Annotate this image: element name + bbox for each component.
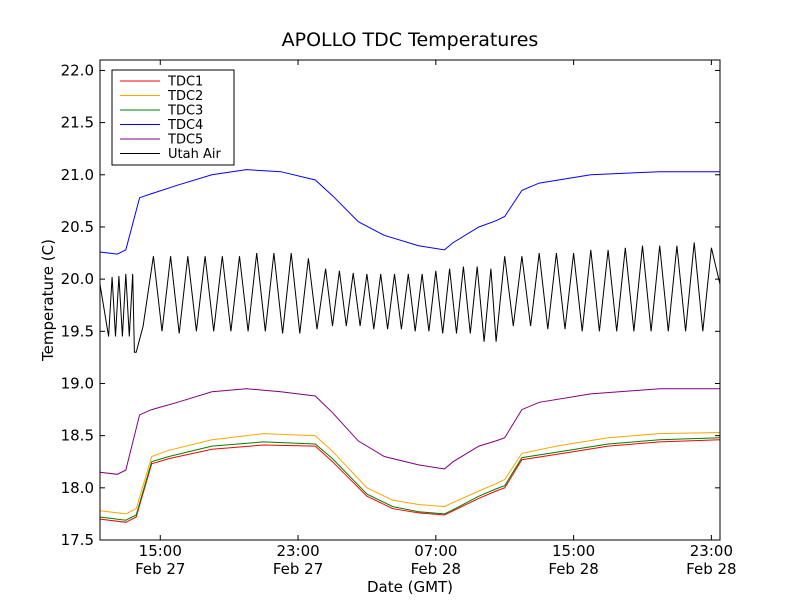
- series-layer: [99, 169, 721, 523]
- ticks-layer: 17.5 18.0 18.5 19.0 19.5 20.0 20.5 21.0 21.5 22.0…: [61, 60, 737, 578]
- chart-title: APOLLO TDC Temperatures: [282, 29, 539, 51]
- series-line-tdc5: [99, 388, 720, 475]
- y-tick-label: 22.0: [61, 61, 94, 79]
- x-tick-label-time: 23:00: [276, 542, 319, 560]
- y-tick-label: 19.0: [61, 374, 94, 392]
- series-line-tdc3: [99, 437, 721, 521]
- series-line-tdc1: [99, 439, 721, 523]
- plot-frame: [99, 59, 721, 541]
- x-tick-label-time: 23:00: [690, 542, 733, 560]
- legend-label: TDC4: [167, 118, 203, 133]
- x-tick-label-time: 07:00: [414, 542, 457, 560]
- y-tick-label: 21.5: [61, 114, 94, 132]
- y-tick-label: 19.5: [61, 322, 94, 340]
- y-tick-label: 21.0: [61, 166, 94, 184]
- legend-box: [111, 69, 235, 166]
- legend-label: Utah Air: [168, 147, 221, 162]
- y-tick-label: 20.0: [61, 270, 94, 288]
- series-line-tdc4: [99, 169, 720, 255]
- x-axis-label: Date (GMT): [367, 578, 453, 596]
- y-axis-label: Temperature (C): [39, 239, 57, 362]
- series-line-tdc2: [99, 432, 721, 515]
- y-tick-label: 17.5: [61, 531, 94, 549]
- legend-label: TDC2: [167, 89, 203, 104]
- x-tick-label-date: Feb 28: [686, 560, 736, 578]
- legend-label: TDC1: [167, 75, 203, 90]
- legend-label: TDC5: [167, 133, 203, 148]
- x-tick-label-date: Feb 27: [135, 560, 185, 578]
- y-tick-label: 20.5: [61, 218, 94, 236]
- x-tick-label-date: Feb 28: [411, 560, 461, 578]
- y-tick-label: 18.0: [61, 479, 94, 497]
- x-tick-label-time: 15:00: [552, 542, 595, 560]
- legend-label: TDC3: [167, 104, 203, 119]
- x-tick-label-date: Feb 27: [273, 560, 323, 578]
- series-line-utah-air: [99, 242, 721, 353]
- y-tick-label: 18.5: [61, 427, 94, 445]
- x-tick-label-date: Feb 28: [548, 560, 598, 578]
- x-tick-label-time: 15:00: [139, 542, 182, 560]
